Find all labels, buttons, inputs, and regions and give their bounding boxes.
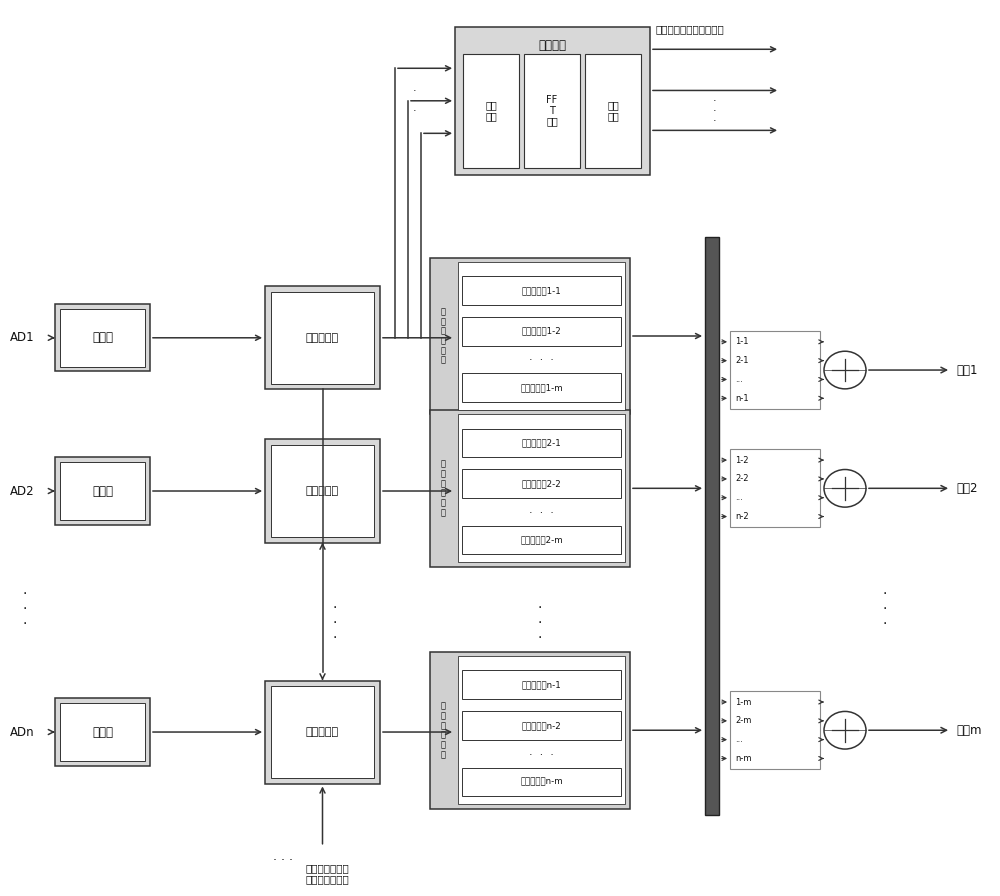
Text: n-m: n-m bbox=[735, 754, 752, 763]
Text: 中心
变换: 中心 变换 bbox=[607, 100, 619, 121]
Text: 合成滤波全2-m: 合成滤波全2-m bbox=[520, 536, 563, 545]
Bar bbox=[462, 670, 621, 699]
Bar bbox=[730, 449, 820, 527]
Bar bbox=[55, 699, 150, 765]
Bar bbox=[462, 317, 621, 346]
Text: 合
成
滤
波
器
组: 合 成 滤 波 器 组 bbox=[440, 702, 446, 759]
Bar bbox=[265, 439, 380, 542]
Text: 1-m: 1-m bbox=[735, 697, 751, 707]
Bar bbox=[430, 258, 630, 414]
Bar bbox=[585, 54, 641, 168]
Bar bbox=[462, 526, 621, 555]
Bar bbox=[730, 332, 820, 409]
Text: n-2: n-2 bbox=[735, 512, 749, 521]
Text: 时频变换: 时频变换 bbox=[538, 39, 566, 53]
Bar bbox=[705, 237, 719, 815]
Bar bbox=[55, 457, 150, 524]
Text: 校正滤波器系数
（通用处理器）: 校正滤波器系数 （通用处理器） bbox=[306, 863, 349, 884]
Text: 合成滤波器n-2: 合成滤波器n-2 bbox=[522, 721, 561, 730]
Bar bbox=[271, 444, 374, 537]
Text: 波束1: 波束1 bbox=[956, 364, 978, 376]
Text: 校正滤波器: 校正滤波器 bbox=[306, 486, 339, 496]
Text: FF
T
计算: FF T 计算 bbox=[546, 95, 558, 126]
Text: AD2: AD2 bbox=[10, 485, 35, 497]
Text: · · ·: · · · bbox=[273, 854, 293, 866]
Bar bbox=[430, 652, 630, 808]
Circle shape bbox=[824, 711, 866, 749]
Text: 合成滤波器n-1: 合成滤波器n-1 bbox=[522, 680, 561, 689]
Bar bbox=[60, 308, 145, 367]
Text: 合成滤波全1-1: 合成滤波全1-1 bbox=[522, 286, 561, 295]
Bar bbox=[55, 305, 150, 371]
Text: 合成滤波全1-2: 合成滤波全1-2 bbox=[522, 327, 561, 336]
Bar bbox=[430, 410, 630, 566]
Bar bbox=[458, 262, 625, 410]
Text: 合成滤波器n-m: 合成滤波器n-m bbox=[520, 778, 563, 787]
Bar bbox=[458, 656, 625, 805]
Text: n-1: n-1 bbox=[735, 393, 749, 403]
Text: 预处理: 预处理 bbox=[92, 485, 113, 497]
Text: 2-2: 2-2 bbox=[735, 474, 748, 484]
Text: ·
·
·: · · · bbox=[413, 86, 417, 116]
Circle shape bbox=[824, 470, 866, 507]
Text: 合成滤波全1-m: 合成滤波全1-m bbox=[520, 383, 563, 392]
Bar bbox=[271, 686, 374, 778]
Text: ...: ... bbox=[735, 493, 743, 503]
Text: 合成滤波全2-1: 合成滤波全2-1 bbox=[522, 438, 561, 447]
Text: ·
·
·: · · · bbox=[333, 600, 337, 645]
Bar bbox=[463, 54, 519, 168]
Text: 波束m: 波束m bbox=[956, 724, 982, 737]
Text: ·
·
·: · · · bbox=[23, 587, 27, 632]
Bar bbox=[60, 462, 145, 520]
Text: 校正滤波器: 校正滤波器 bbox=[306, 727, 339, 737]
Text: ADn: ADn bbox=[10, 726, 35, 738]
Text: 波束2: 波束2 bbox=[956, 482, 978, 495]
Text: ·  ·  ·: · · · bbox=[529, 750, 554, 760]
Bar bbox=[271, 291, 374, 383]
Bar bbox=[730, 692, 820, 769]
Bar bbox=[462, 470, 621, 498]
Bar bbox=[265, 287, 380, 389]
Text: 预处理: 预处理 bbox=[92, 332, 113, 344]
Text: ·  ·  ·: · · · bbox=[529, 356, 554, 366]
Text: 2-1: 2-1 bbox=[735, 356, 748, 366]
Text: ·  ·  ·: · · · bbox=[529, 508, 554, 518]
Text: 2-m: 2-m bbox=[735, 716, 751, 726]
Text: ·
·
·: · · · bbox=[713, 96, 717, 126]
Bar bbox=[462, 711, 621, 740]
Bar bbox=[462, 276, 621, 305]
Text: 1-1: 1-1 bbox=[735, 337, 748, 347]
Bar bbox=[462, 768, 621, 797]
Text: 合
成
滤
波
器
组: 合 成 滤 波 器 组 bbox=[440, 460, 446, 517]
Bar bbox=[462, 428, 621, 457]
Text: 校正滤波器: 校正滤波器 bbox=[306, 332, 339, 343]
Text: 1-2: 1-2 bbox=[735, 455, 748, 465]
Text: 预处理: 预处理 bbox=[92, 726, 113, 738]
Bar bbox=[462, 374, 621, 402]
Text: ...: ... bbox=[735, 375, 743, 384]
Text: ·
·
·: · · · bbox=[883, 587, 887, 632]
Text: 标校数据，至通用处理器: 标校数据，至通用处理器 bbox=[655, 24, 724, 34]
Text: ·
·
·: · · · bbox=[538, 600, 542, 645]
Bar bbox=[455, 27, 650, 175]
Text: AD1: AD1 bbox=[10, 332, 35, 344]
Bar bbox=[458, 414, 625, 563]
Text: 合成滤波全2-2: 合成滤波全2-2 bbox=[522, 479, 561, 488]
Text: ...: ... bbox=[735, 735, 743, 745]
Bar bbox=[265, 681, 380, 783]
Bar bbox=[524, 54, 580, 168]
Circle shape bbox=[824, 351, 866, 389]
Text: 加窗
处理: 加窗 处理 bbox=[485, 100, 497, 121]
Text: 合
成
滤
波
器
组: 合 成 滤 波 器 组 bbox=[440, 307, 446, 365]
Bar bbox=[60, 702, 145, 762]
